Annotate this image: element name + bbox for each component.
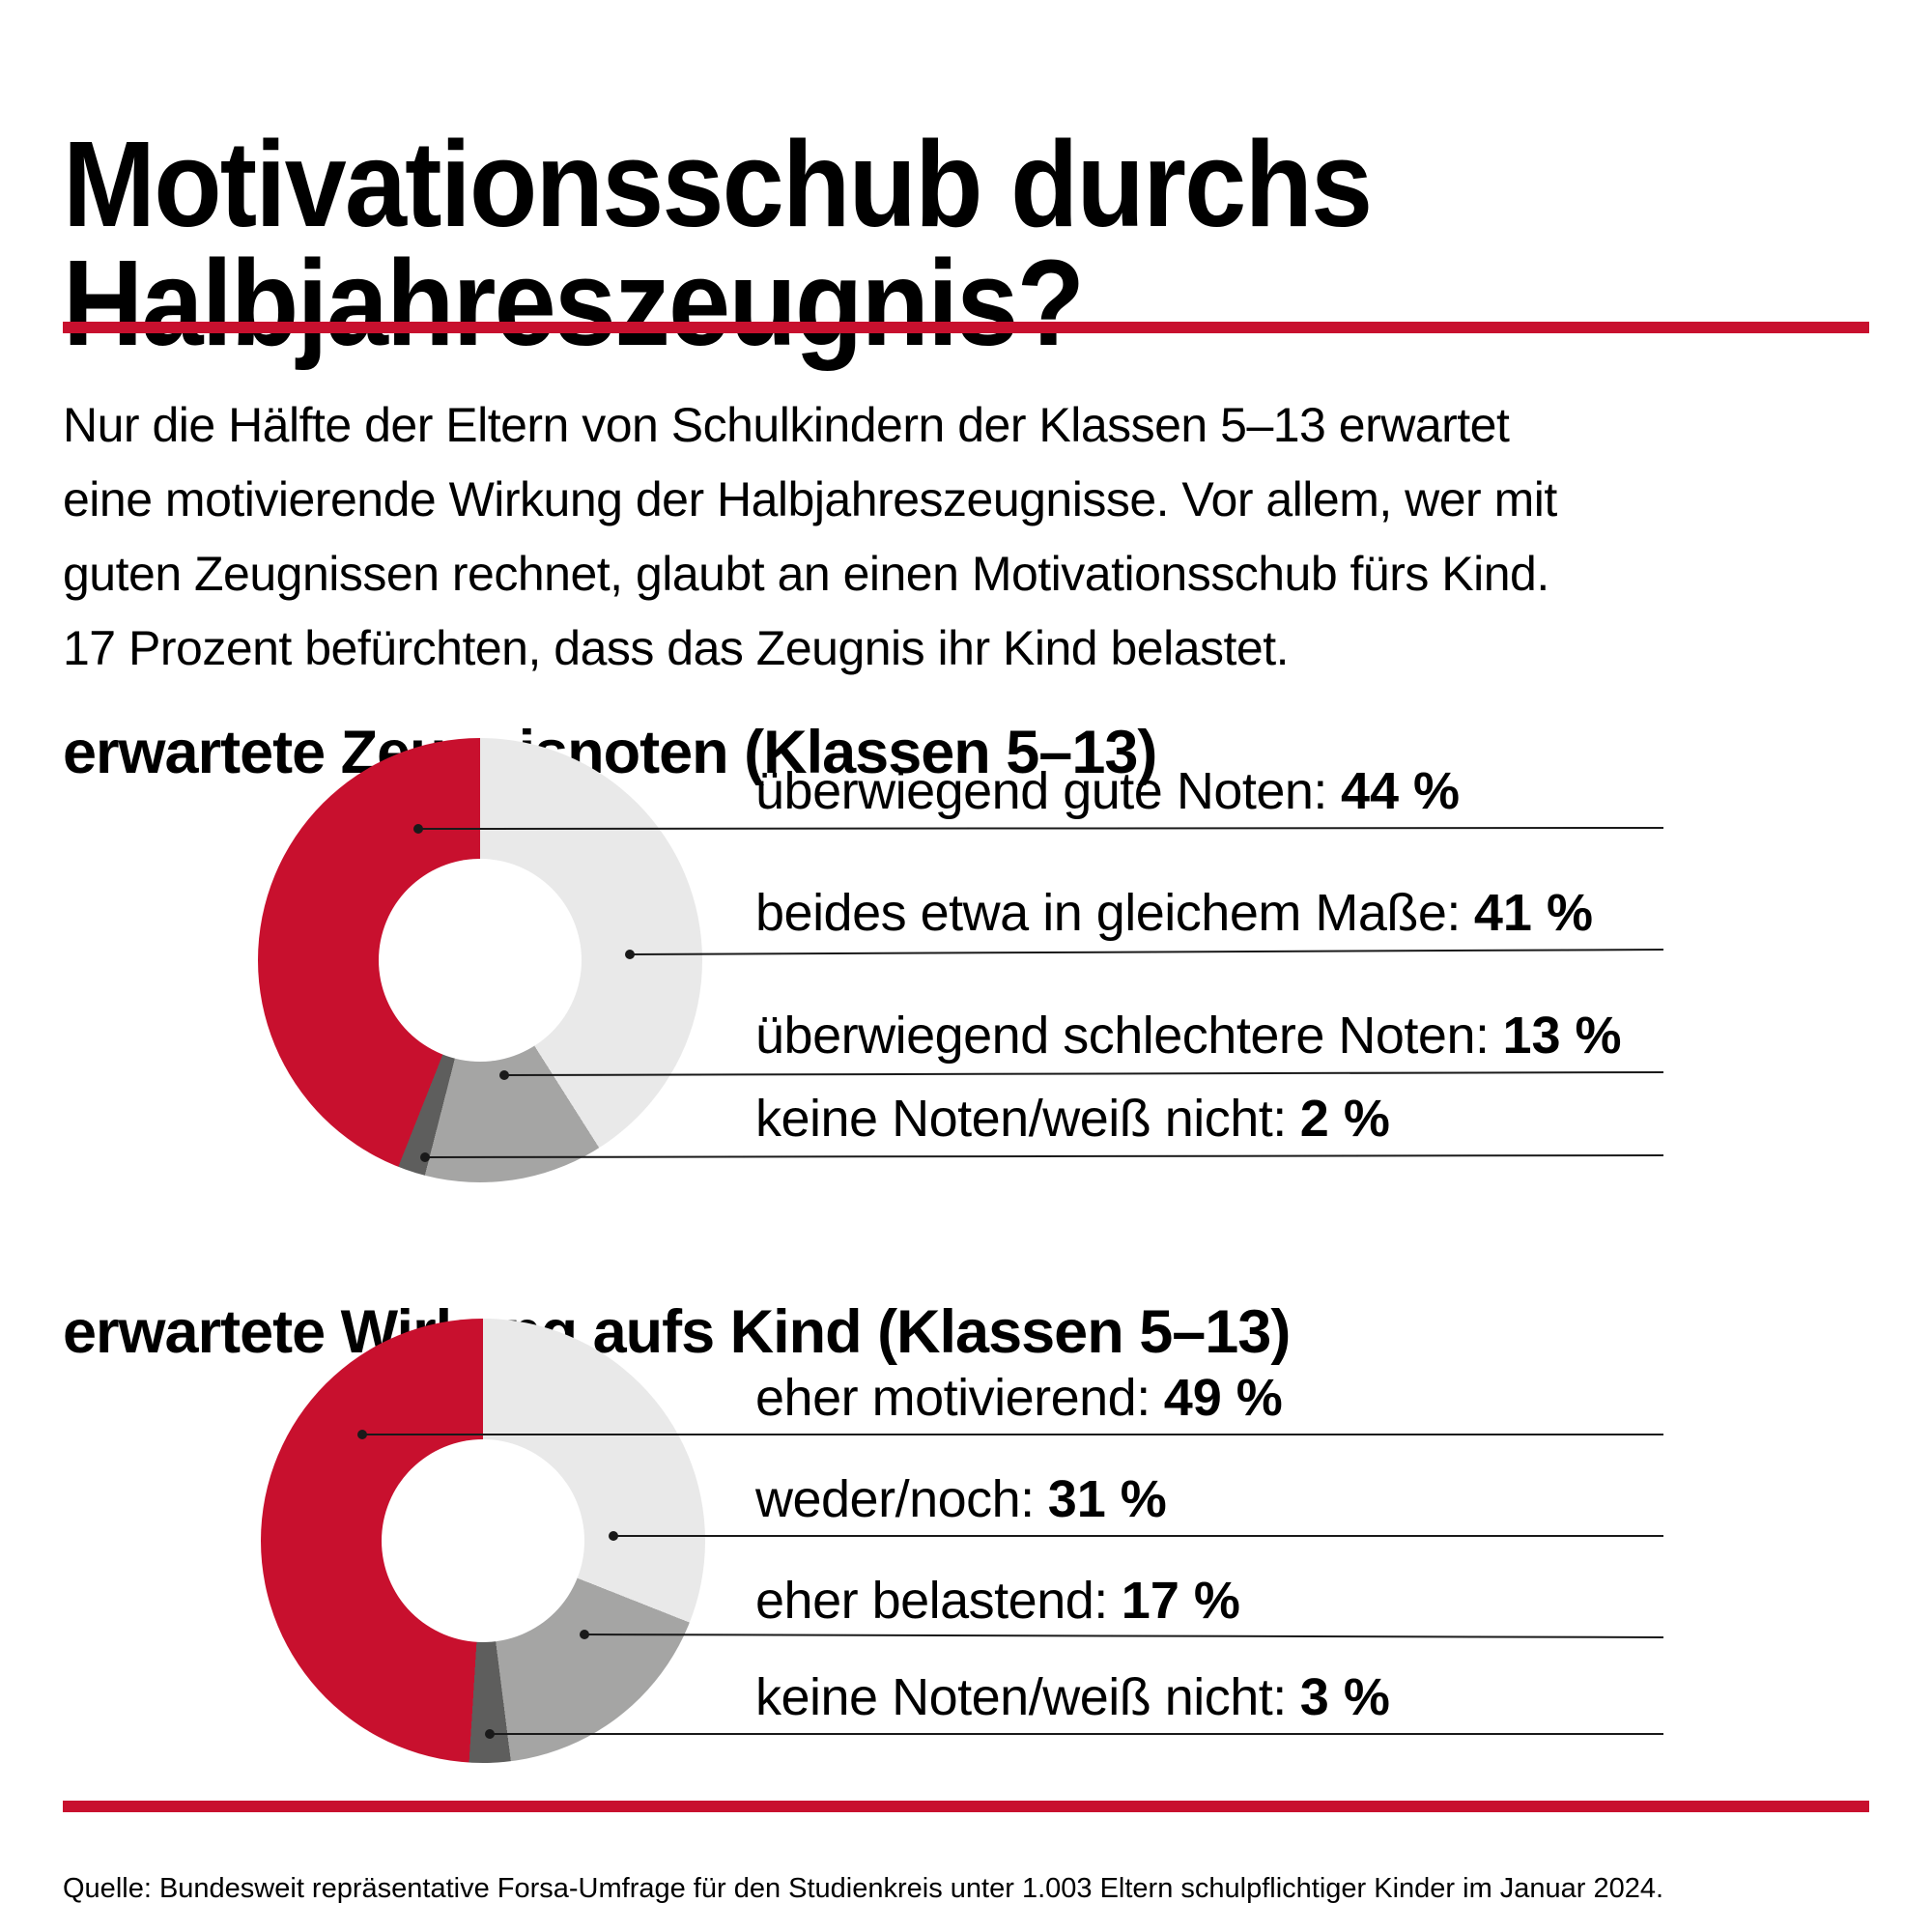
chart2-label-neither: weder/noch: 31 % — [755, 1472, 1167, 1530]
chart2-label-burdening: eher belastend: 17 % — [755, 1574, 1240, 1632]
label-value: 13 % — [1502, 1007, 1622, 1065]
donut-hole — [382, 1439, 584, 1642]
leader-line-c1-s4 — [424, 1154, 1664, 1158]
label-value: 2 % — [1299, 1090, 1390, 1148]
page-title: Motivationsschub durchs Halbjahreszeugni… — [63, 116, 1373, 372]
donut-hole — [379, 859, 582, 1062]
chart2-title: erwartete Wirkung aufs Kind (Klassen 5–1… — [63, 1298, 1705, 1366]
chart1-title-suffix: (Klassen 5–13) — [727, 719, 1157, 787]
label-text: eher motivierend: — [755, 1369, 1151, 1427]
label-value: 44 % — [1340, 762, 1461, 820]
chart2-title-suffix: (Klassen 5–13) — [861, 1298, 1291, 1367]
label-value: 49 % — [1163, 1369, 1283, 1427]
chart2-label-no-grades: keine Noten/weiß nicht: 3 % — [755, 1670, 1390, 1728]
footer-divider-rule — [63, 1801, 1869, 1812]
label-text: keine Noten/weiß nicht: — [755, 1090, 1287, 1148]
chart1-label-no-grades: keine Noten/weiß nicht: 2 % — [755, 1092, 1390, 1150]
label-text: eher belastend: — [755, 1572, 1108, 1630]
label-value: 17 % — [1121, 1572, 1240, 1630]
label-text: beides etwa in gleichem Maße: — [755, 884, 1461, 942]
leader-line-c1-s3 — [503, 1071, 1664, 1076]
donut-chart-expected-grades — [258, 738, 702, 1182]
label-text: überwiegend schlechtere Noten: — [755, 1007, 1490, 1065]
chart1-label-both-equal: beides etwa in gleichem Maße: 41 % — [755, 886, 1593, 944]
label-value: 41 % — [1473, 884, 1593, 942]
label-text: keine Noten/weiß nicht: — [755, 1668, 1287, 1726]
donut-chart-expected-effect — [261, 1319, 705, 1763]
intro-text: Nur die Hälfte der Eltern von Schulkinde… — [63, 398, 1557, 675]
chart2-label-motivating: eher motivierend: 49 % — [755, 1371, 1283, 1429]
chart1-label-good-grades: überwiegend gute Noten: 44 % — [755, 764, 1460, 822]
source-text: Quelle: Bundesweit repräsentative Forsa-… — [63, 1873, 1664, 1904]
leader-line-c1-s2 — [629, 949, 1664, 955]
label-value: 31 % — [1047, 1470, 1167, 1528]
label-text: überwiegend gute Noten: — [755, 762, 1327, 820]
title-divider-rule — [63, 322, 1869, 333]
label-text: weder/noch: — [755, 1470, 1035, 1528]
leader-line-c2-s3 — [583, 1634, 1664, 1638]
label-value: 3 % — [1299, 1668, 1390, 1726]
chart1-label-worse-grades: überwiegend schlechtere Noten: 13 % — [755, 1009, 1622, 1066]
